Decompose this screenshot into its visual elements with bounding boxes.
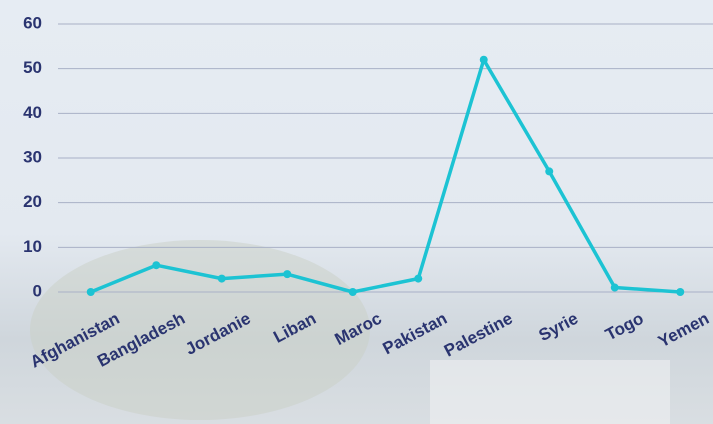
y-tick-label: 60 [23, 13, 42, 32]
x-tick-label: Togo [602, 309, 646, 345]
y-tick-label: 50 [23, 58, 42, 77]
y-tick-label: 10 [23, 237, 42, 256]
x-tick-label: Palestine [441, 309, 516, 361]
data-point [611, 284, 619, 292]
chart: 0102030405060AfghanistanBangladeshJordan… [0, 0, 713, 424]
y-tick-label: 20 [23, 192, 42, 211]
data-point [218, 275, 226, 283]
data-point [480, 56, 488, 64]
data-point [283, 270, 291, 278]
y-tick-label: 40 [23, 103, 42, 122]
x-tick-label: Yemen [655, 309, 712, 352]
x-tick-label: Pakistan [380, 309, 451, 359]
data-point [152, 261, 160, 269]
data-point [676, 288, 684, 296]
background-shape [430, 360, 670, 424]
x-tick-label: Syrie [536, 309, 582, 345]
y-tick-label: 30 [23, 147, 42, 166]
data-point [545, 167, 553, 175]
data-point [349, 288, 357, 296]
data-point [87, 288, 95, 296]
data-point [414, 275, 422, 283]
y-tick-label: 0 [33, 281, 42, 300]
